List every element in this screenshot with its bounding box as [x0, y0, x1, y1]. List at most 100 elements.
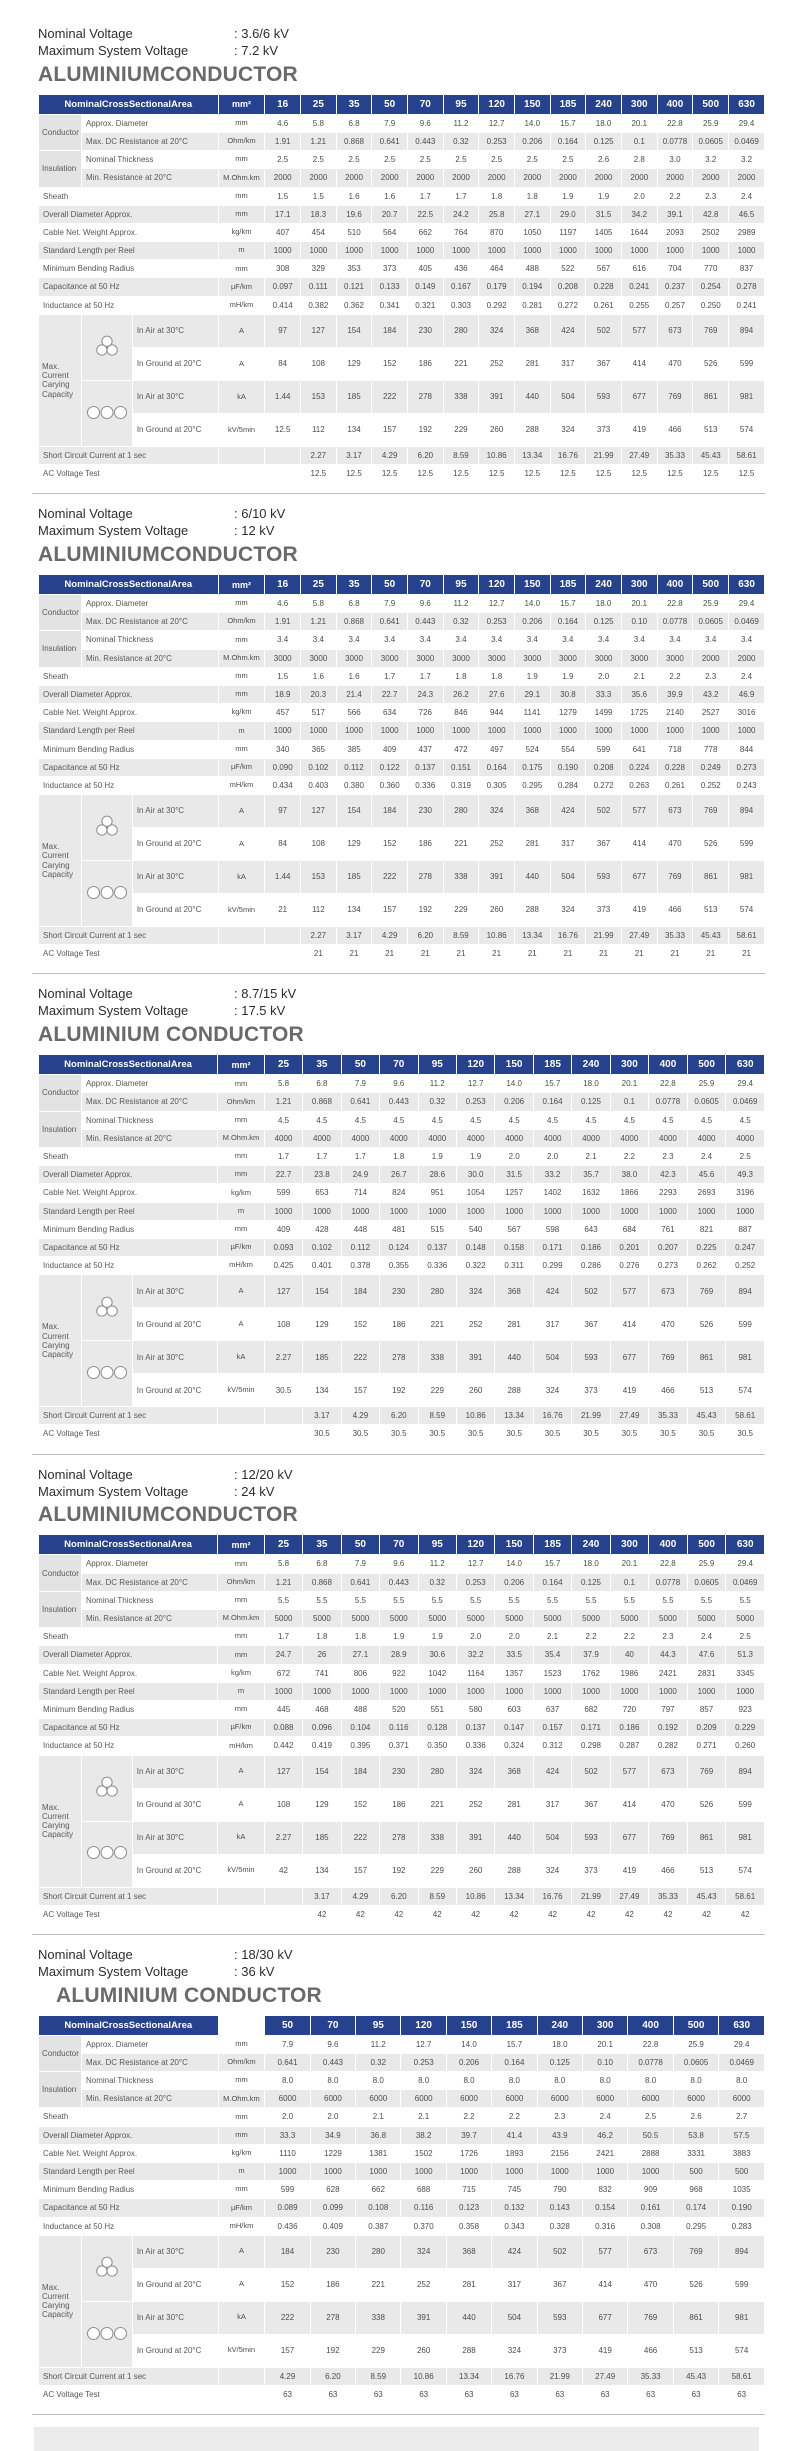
size-column-header: 150	[495, 1535, 533, 1555]
value-cell: 0.343	[492, 2217, 537, 2235]
value-cell: 2000	[514, 169, 550, 187]
value-cell: 0.249	[693, 758, 729, 776]
table-row: Short Circuit Current at 1 sec 2.27 3.17 4.…	[39, 927, 764, 945]
value-cell: 221	[418, 1308, 456, 1341]
value-cell: 22.7	[264, 1166, 303, 1184]
value-cell: 18.0	[586, 595, 621, 613]
value-cell: 593	[586, 861, 621, 894]
row-label: Min. Resistance at 20°C	[81, 649, 218, 667]
value-cell: 24.9	[341, 1166, 380, 1184]
value-cell: 63	[401, 2385, 446, 2404]
value-cell: 3.4	[336, 631, 372, 649]
value-cell: 1523	[533, 1664, 572, 1682]
table-row: Insulation Nominal Thickness mm 3.4 3.4 3.4 3.…	[39, 631, 764, 667]
value-cell: 2421	[649, 1664, 687, 1682]
size-column-header: 70	[380, 1055, 418, 1075]
value-cell: 0.252	[726, 1257, 764, 1275]
value-cell: 8.0	[537, 2072, 582, 2090]
row-label: Nominal Thickness	[81, 1591, 218, 1609]
value-cell: 3000	[479, 649, 514, 667]
value-cell: 38.2	[401, 2126, 446, 2144]
value-cell: 0.151	[443, 758, 479, 776]
value-cell: 981	[726, 1821, 764, 1854]
row-unit: mm	[218, 1555, 264, 1573]
value-cell: 20.1	[621, 595, 657, 613]
value-cell: 0.164	[550, 132, 586, 151]
row-unit: A	[218, 1788, 264, 1821]
value-cell: 1.8	[303, 1628, 341, 1646]
value-cell: 3000	[265, 649, 301, 667]
row-unit: M.Ohm.km	[218, 649, 265, 667]
trefoil-formation-icon	[81, 1755, 132, 1821]
row-unit	[218, 2385, 265, 2404]
table-row: Conductor Approx. Diameter mm 7.9 9.6 11.2 12.…	[39, 2035, 764, 2072]
table-row: In Air at 30°C kA 222 278 338 391 440 504 593 677…	[39, 2301, 764, 2367]
size-column-header: 150	[495, 1055, 533, 1075]
row-unit: mm	[218, 2181, 265, 2199]
value-cell: 0.380	[336, 776, 372, 795]
value-cell: 846	[443, 704, 479, 722]
value-cell: 25.9	[687, 1555, 726, 1573]
value-cell: 981	[719, 2301, 764, 2334]
value-cell: 2502	[693, 223, 729, 242]
value-cell: 616	[621, 260, 657, 278]
value-cell: 0.164	[550, 613, 586, 631]
value-cell: 1.21	[301, 613, 336, 631]
value-cell: 58.61	[726, 1887, 764, 1905]
table-row: Conductor Approx. Diameter mm 4.6 5.8 6.8 7.9 9…	[39, 595, 764, 631]
value-cell: 0.32	[443, 132, 479, 151]
value-cell: 2000	[621, 169, 657, 187]
value-cell: 35.33	[628, 2367, 673, 2385]
value-cell: 806	[341, 1664, 380, 1682]
value-cell: 338	[443, 380, 479, 413]
table-row: In Ground at 20°C kV/5min 30.5 134 157 192 229…	[39, 1374, 764, 1407]
value-cell: 2.27	[301, 446, 336, 465]
value-cell: 440	[495, 1821, 533, 1854]
value-cell: 1000	[729, 242, 764, 260]
value-cell: 37.9	[572, 1646, 610, 1664]
value-cell: 1000	[401, 2162, 446, 2181]
value-cell: 21.4	[336, 685, 372, 704]
value-cell: 25.8	[479, 205, 514, 223]
value-cell: 554	[550, 740, 586, 758]
value-cell: 769	[628, 2301, 673, 2334]
value-cell: 22.8	[657, 595, 693, 613]
section-divider	[32, 1933, 765, 1935]
value-cell: 0.096	[303, 1719, 341, 1737]
table-row: Min. Resistance at 20°C M.Ohm.km 2000 2000 2…	[39, 169, 764, 187]
value-cell: 513	[693, 894, 729, 927]
value-cell: 22.8	[649, 1075, 687, 1093]
table-row: Minimum Bending Radius mm 409 428 448 481 515 5…	[39, 1220, 764, 1238]
size-column-header: 500	[687, 1535, 726, 1555]
value-cell	[264, 1407, 303, 1425]
value-cell: 1.44	[265, 380, 301, 413]
value-cell: 30.5	[533, 1425, 572, 1443]
size-column-header: 95	[443, 94, 479, 114]
value-cell: 513	[673, 2334, 719, 2367]
value-cell: 414	[582, 2268, 628, 2301]
value-cell: 0.0778	[657, 613, 693, 631]
section-title: ALUMINIUM CONDUCTOR	[38, 1023, 304, 1047]
value-cell: 12.5	[301, 465, 336, 483]
row-unit: M.Ohm.km	[218, 169, 265, 187]
value-cell: 2000	[693, 649, 729, 667]
voltage-value: : 36 kV	[234, 1963, 275, 1979]
row-unit: kA	[218, 380, 265, 413]
value-cell: 1.6	[336, 667, 372, 685]
section-divider	[32, 973, 765, 975]
value-cell	[265, 927, 301, 945]
value-cell: 470	[657, 347, 693, 380]
value-cell: 2.5	[726, 1147, 764, 1166]
row-unit: M.Ohm.km	[218, 1610, 264, 1628]
flat-formation-icon	[81, 380, 132, 446]
row-unit: kV/5min	[218, 413, 265, 446]
value-cell: 1632	[572, 1184, 610, 1202]
value-cell: 2156	[537, 2144, 582, 2162]
value-cell: 2.2	[610, 1628, 649, 1646]
value-cell: 6.20	[380, 1887, 418, 1905]
value-cell: 1000	[621, 722, 657, 740]
value-cell: 466	[649, 1374, 687, 1407]
value-cell: 1.9	[514, 667, 550, 685]
value-cell: 42	[418, 1905, 456, 1923]
value-cell: 2.6	[586, 151, 621, 169]
